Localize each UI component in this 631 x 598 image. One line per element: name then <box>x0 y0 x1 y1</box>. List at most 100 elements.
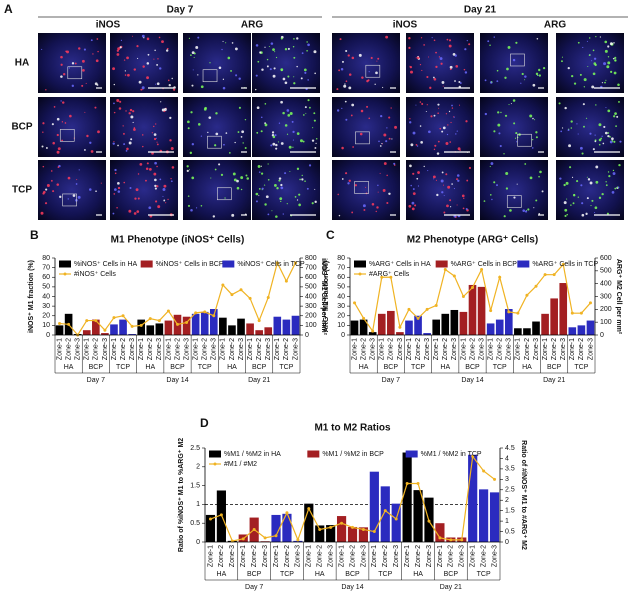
y-tick-label: 50 <box>42 284 50 291</box>
bar <box>146 325 155 335</box>
cell <box>43 190 46 194</box>
cell <box>450 121 452 124</box>
micrograph <box>110 160 178 220</box>
cell <box>255 74 258 77</box>
x-tick-label: Zone-2 <box>202 338 209 360</box>
cell <box>505 187 509 190</box>
cell <box>145 179 147 182</box>
cell <box>437 140 440 143</box>
cell <box>286 203 288 205</box>
cell <box>564 208 568 212</box>
bar <box>459 311 468 335</box>
x-tick-label: Zone-1 <box>274 338 281 360</box>
cell <box>272 135 276 139</box>
y2-tick-label: 1.5 <box>505 508 515 515</box>
cell <box>296 37 299 40</box>
cell <box>513 196 516 199</box>
day-label: Day 14 <box>166 377 188 384</box>
group-label: BCP <box>252 364 267 371</box>
cell <box>296 199 299 201</box>
micrograph <box>480 97 548 157</box>
cell <box>583 125 585 128</box>
bar <box>435 523 445 542</box>
bar <box>391 503 401 542</box>
cell <box>255 88 257 91</box>
cell <box>155 83 157 85</box>
cell <box>493 130 496 133</box>
cell <box>304 106 307 109</box>
cell <box>94 82 98 86</box>
cell <box>255 44 259 47</box>
line-point <box>103 328 107 332</box>
cell <box>563 201 567 205</box>
cell <box>266 65 269 68</box>
cell <box>412 192 416 196</box>
bar <box>119 319 127 335</box>
cell <box>588 37 591 39</box>
cell <box>382 86 384 89</box>
y-tick-label: 40 <box>337 293 345 300</box>
cell <box>504 76 507 79</box>
cell <box>125 110 127 112</box>
bar <box>315 525 325 542</box>
cell <box>187 195 190 197</box>
x-tick-label: Zone-2 <box>93 338 100 360</box>
cell <box>560 130 563 133</box>
cell <box>537 74 539 76</box>
line-point <box>219 513 223 517</box>
bar <box>128 334 136 335</box>
bar <box>326 525 336 542</box>
cell <box>169 139 172 142</box>
cell <box>348 86 352 90</box>
cell <box>581 213 585 217</box>
cell <box>504 114 508 117</box>
y2-tick-label: 400 <box>600 281 612 288</box>
cell <box>146 162 149 165</box>
cell <box>341 146 344 150</box>
cell <box>457 179 460 182</box>
cell <box>451 183 453 185</box>
cell <box>207 131 209 134</box>
micrograph <box>556 33 624 93</box>
cell <box>573 82 577 85</box>
cell <box>489 44 491 46</box>
cell <box>67 198 69 200</box>
cell <box>159 178 162 181</box>
cell <box>302 114 305 116</box>
cell <box>391 138 393 140</box>
cell <box>535 131 538 134</box>
cell <box>162 188 166 191</box>
line-point <box>416 482 420 486</box>
cell <box>52 190 55 193</box>
cell <box>157 205 161 209</box>
cell <box>601 82 604 84</box>
line-point <box>383 509 387 513</box>
cell <box>437 103 440 106</box>
cell <box>147 53 150 56</box>
cell <box>611 140 614 142</box>
cell <box>156 143 159 146</box>
group-label: HA <box>359 364 369 371</box>
cell <box>411 201 415 205</box>
cell <box>585 117 588 119</box>
line-point <box>112 316 116 320</box>
cell <box>314 188 316 190</box>
x-tick-label: Zone-3 <box>292 338 299 360</box>
cell <box>209 62 211 64</box>
y-tick-label: 60 <box>337 274 345 281</box>
cell <box>598 123 602 127</box>
micrograph <box>406 160 474 220</box>
y2-tick-label: 200 <box>600 306 612 313</box>
cell <box>78 47 81 50</box>
line-point <box>516 311 520 315</box>
x-tick-label: Zone-3 <box>156 338 163 360</box>
cell <box>610 70 613 73</box>
cell <box>607 45 610 48</box>
cell <box>435 179 437 181</box>
x-tick-label: Zone-1 <box>138 338 145 360</box>
cell <box>561 56 564 58</box>
cell <box>493 181 496 184</box>
cell <box>386 201 389 205</box>
bar <box>402 452 412 542</box>
cell <box>168 83 171 87</box>
